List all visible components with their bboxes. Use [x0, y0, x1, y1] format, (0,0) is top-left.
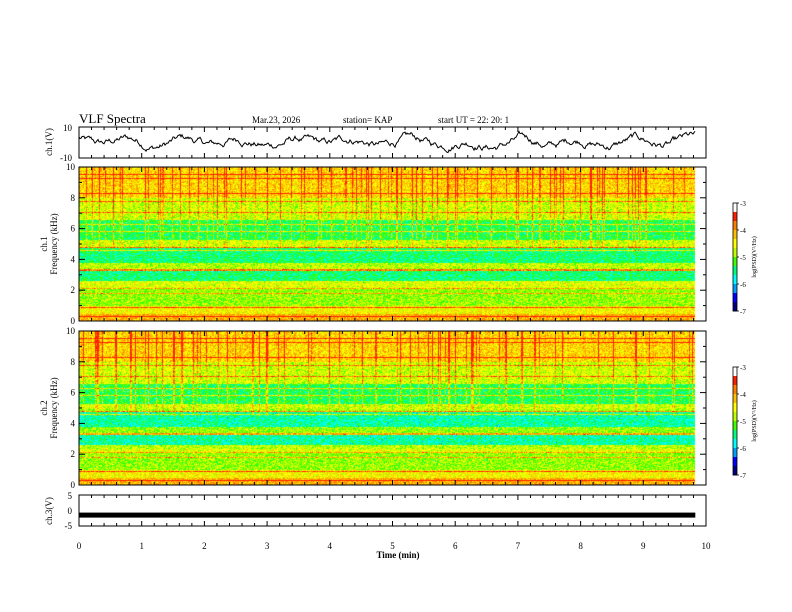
colorbar-tick-label: -3: [740, 364, 746, 372]
station-label: station= KAP: [343, 115, 392, 125]
colorbar-swatch: [733, 293, 737, 303]
colorbar-label: log(PSD)(V²/Hz): [751, 400, 758, 441]
y-tick-label: 4: [71, 418, 76, 428]
ch1-ytick-bottom: -10: [60, 153, 72, 163]
colorbar-swatch: [733, 385, 737, 395]
y-tick-label: 2: [71, 285, 76, 295]
x-tick-label: 8: [578, 541, 583, 551]
x-tick-label: 10: [702, 541, 712, 551]
x-tick-label: 1: [139, 541, 144, 551]
ch3-ytick-bottom: -5: [65, 521, 73, 531]
x-tick-label: 0: [77, 541, 82, 551]
ch2-spec-ylabel: Frequency (kHz): [49, 377, 59, 438]
ch3-signal-panel: 5 0 -5 ch.3(V): [44, 491, 707, 531]
colorbar-swatch: [733, 284, 737, 294]
colorbar-swatch: [733, 275, 737, 285]
x-tick-label: 2: [202, 541, 207, 551]
colorbar-label: log(PSD)(V²/Hz): [751, 236, 758, 277]
ch2-spec-channel-label: ch.2: [39, 400, 49, 415]
colorbar-swatch: [733, 430, 737, 440]
x-tick-label: 3: [265, 541, 270, 551]
x-axis-label: Time (min): [376, 550, 419, 560]
ch1-waveform-panel: 10 -10 ch.1(V): [44, 123, 707, 163]
colorbar-swatch: [733, 221, 737, 231]
ch1-colorbar: -3 -4 -5 -6 -7 log(PSD)(V²/Hz): [732, 200, 758, 316]
ch1-spectrogram-panel: 0 2 4 6 8 10 ch.1 Frequency (kHz): [39, 162, 707, 326]
colorbar-tick-label: -7: [740, 472, 746, 480]
ch3-ylabel: ch.3(V): [44, 497, 54, 525]
x-tick-label: 5: [390, 541, 395, 551]
colorbar-tick-label: -4: [740, 227, 746, 235]
ch3-ytick-mid: 0: [68, 506, 73, 516]
colorbar-swatch: [733, 376, 737, 386]
ch1-spec-ylabel: Frequency (kHz): [49, 213, 59, 274]
colorbar-tick-label: -5: [740, 418, 746, 426]
x-tick-label: 4: [328, 541, 333, 551]
ch3-ytick-top: 5: [68, 491, 73, 501]
colorbar-swatch: [733, 239, 737, 249]
date-label: Mar.23, 2026: [252, 115, 301, 125]
colorbar-swatch: [733, 230, 737, 240]
colorbar-swatch: [733, 367, 737, 377]
x-tick-label: 6: [453, 541, 458, 551]
colorbar-swatch: [733, 257, 737, 267]
colorbar-swatch: [733, 448, 737, 458]
ch2-colorbar: -3 -4 -5 -6 -7 log(PSD)(V²/Hz): [732, 364, 758, 480]
colorbar-swatch: [733, 212, 737, 222]
ch3-signal-band: [79, 512, 696, 518]
colorbar-tick-label: -4: [740, 391, 746, 399]
colorbar-swatch: [733, 394, 737, 404]
colorbar-swatch: [733, 302, 737, 312]
y-tick-label: 8: [71, 193, 76, 203]
colorbar-swatch: [733, 439, 737, 449]
x-tick-label: 9: [641, 541, 646, 551]
colorbar-tick-label: -6: [740, 445, 746, 453]
start-time-label: start UT = 22: 20: 1: [438, 115, 509, 125]
colorbar-swatch: [733, 266, 737, 276]
y-tick-label: 6: [71, 224, 76, 234]
y-tick-label: 4: [71, 254, 76, 264]
y-tick-label: 6: [71, 388, 76, 398]
x-axis: 0 1 2 3 4 5 6 7 8 9 10: [77, 127, 711, 551]
x-tick-label: 7: [516, 541, 521, 551]
y-tick-label: 0: [71, 316, 76, 326]
colorbar-tick-label: -5: [740, 254, 746, 262]
y-tick-label: 0: [71, 480, 76, 490]
ch1-ytick-top: 10: [63, 123, 73, 133]
colorbar-swatch: [733, 203, 737, 213]
y-tick-label: 8: [71, 357, 76, 367]
colorbar-tick-label: -3: [740, 200, 746, 208]
colorbar-tick-label: -7: [740, 308, 746, 316]
colorbar-tick-label: -6: [740, 281, 746, 289]
ch1-spec-channel-label: ch.1: [39, 236, 49, 251]
colorbar-swatch: [733, 412, 737, 422]
ch1-ylabel: ch.1(V): [44, 128, 54, 156]
ch2-spectrogram-panel: 0 2 4 6 8 10 ch.2 Frequency (kHz): [39, 326, 707, 490]
y-tick-label: 10: [66, 162, 76, 172]
colorbar-swatch: [733, 403, 737, 413]
colorbar-swatch: [733, 421, 737, 431]
ch1-spectrogram-image: [79, 167, 706, 321]
y-tick-label: 2: [71, 449, 76, 459]
colorbar-swatch: [733, 248, 737, 258]
y-tick-label: 10: [66, 326, 76, 336]
figure-title: VLF Spectra: [79, 111, 146, 126]
colorbar-swatch: [733, 457, 737, 467]
colorbar-swatch: [733, 466, 737, 476]
ch1-waveform-line: [78, 130, 696, 154]
ch2-spectrogram-image: [79, 331, 706, 485]
